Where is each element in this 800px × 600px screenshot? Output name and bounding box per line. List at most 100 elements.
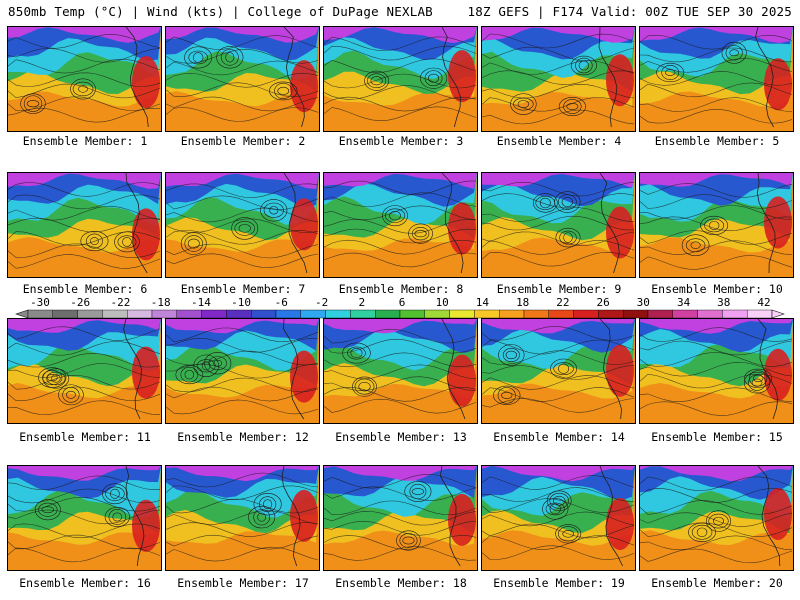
ensemble-panel — [481, 172, 636, 278]
ensemble-panel — [639, 318, 794, 424]
ensemble-member-label: Ensemble Member: 20 — [651, 576, 783, 590]
colorbar-tick-label: 18 — [516, 296, 530, 309]
temperature-map — [324, 173, 477, 277]
ensemble-panel — [7, 172, 162, 278]
colorbar-tick-label: -26 — [70, 296, 91, 309]
colorbar-cell — [697, 309, 723, 319]
ensemble-member-label: Ensemble Member: 12 — [177, 430, 309, 444]
ensemble-member-label: Ensemble Member: 1 — [22, 134, 148, 148]
temperature-map — [166, 173, 319, 277]
ensemble-panel — [481, 318, 636, 424]
ensemble-member-label: Ensemble Member: 4 — [496, 134, 622, 148]
ensemble-member-label: Ensemble Member: 11 — [19, 430, 151, 444]
ensemble-panel — [639, 465, 794, 571]
ensemble-panel — [165, 318, 320, 424]
colorbar-cell — [647, 309, 673, 319]
ensemble-panel — [639, 26, 794, 132]
temperature-map — [324, 27, 477, 131]
ensemble-member-label: Ensemble Member: 3 — [338, 134, 464, 148]
colorbar-tick-label: 30 — [636, 296, 650, 309]
colorbar-tick-label: -2 — [314, 296, 329, 309]
colorbar-cell — [350, 309, 376, 319]
colorbar-tick-label: -18 — [150, 296, 171, 309]
colorbar-cell — [300, 309, 326, 319]
ensemble-member-label: Ensemble Member: 9 — [496, 282, 622, 296]
temperature-map — [324, 466, 477, 570]
ensemble-member-label: Ensemble Member: 17 — [177, 576, 309, 590]
temperature-map — [8, 27, 161, 131]
ensemble-panel — [7, 465, 162, 571]
colorbar-tick-label: 42 — [757, 296, 771, 309]
colorbar-cell — [126, 309, 153, 319]
colorbar-cell — [102, 309, 128, 319]
colorbar-arrow-left — [15, 309, 29, 319]
temperature-map — [640, 466, 793, 570]
colorbar-cell — [52, 309, 78, 319]
temperature-map — [640, 173, 793, 277]
ensemble-member-label: Ensemble Member: 16 — [19, 576, 151, 590]
ensemble-panel — [323, 465, 478, 571]
temperature-map — [324, 319, 477, 423]
ensemble-panel — [639, 172, 794, 278]
colorbar-cell — [201, 309, 227, 319]
colorbar-tick-label: 38 — [717, 296, 731, 309]
colorbar-cell — [449, 309, 475, 319]
colorbar-cell — [151, 309, 177, 319]
ensemble-member-label: Ensemble Member: 19 — [493, 576, 625, 590]
ensemble-member-label: Ensemble Member: 18 — [335, 576, 467, 590]
ensemble-panel — [7, 318, 162, 424]
colorbar-cell — [226, 309, 252, 319]
temperature-map — [8, 466, 161, 570]
colorbar-cell — [250, 309, 277, 319]
ensemble-panel — [323, 318, 478, 424]
ensemble-panel — [165, 172, 320, 278]
temperature-map — [166, 466, 319, 570]
ensemble-member-label: Ensemble Member: 6 — [22, 282, 148, 296]
colorbar-cell — [375, 309, 401, 319]
colorbar-cell — [275, 309, 301, 319]
colorbar-tick-label: -14 — [190, 296, 211, 309]
colorbar-tick-label: -6 — [274, 296, 288, 309]
colorbar-cell — [573, 309, 599, 319]
colorbar-tick-label: 6 — [398, 296, 406, 309]
colorbar-tick-label: 34 — [676, 296, 691, 309]
colorbar-cell — [325, 309, 351, 319]
colorbar-cell — [499, 309, 525, 319]
colorbar-tick-label: 14 — [475, 296, 490, 309]
colorbar-cell — [722, 309, 748, 319]
temperature-map — [640, 319, 793, 423]
colorbar-tick-label: -30 — [30, 296, 50, 309]
colorbar-cell — [176, 309, 202, 319]
ensemble-panel — [165, 465, 320, 571]
ensemble-member-label: Ensemble Member: 8 — [338, 282, 464, 296]
ensemble-member-label: Ensemble Member: 10 — [651, 282, 783, 296]
colorbar-cell — [598, 309, 624, 319]
ensemble-panel — [481, 465, 636, 571]
model-run-info: 18Z GEFS | F174 Valid: 00Z TUE SEP 30 20… — [467, 4, 792, 19]
temperature-map — [640, 27, 793, 131]
map-title: 850mb Temp (°C) | Wind (kts) | College o… — [8, 4, 433, 19]
ensemble-panel — [7, 26, 162, 132]
temperature-map — [482, 27, 635, 131]
ensemble-member-label: Ensemble Member: 2 — [180, 134, 306, 148]
colorbar-cell — [548, 309, 574, 319]
temperature-map — [482, 466, 635, 570]
colorbar-cell — [623, 309, 649, 319]
ensemble-member-label: Ensemble Member: 13 — [335, 430, 467, 444]
colorbar-tick-label: 10 — [435, 296, 449, 309]
temperature-map — [166, 27, 319, 131]
temperature-map — [166, 319, 319, 423]
colorbar-cell — [399, 309, 425, 319]
colorbar-cell — [77, 309, 103, 319]
colorbar-cell — [672, 309, 698, 319]
ensemble-member-label: Ensemble Member: 5 — [654, 134, 780, 148]
colorbar-cell — [523, 309, 549, 319]
colorbar-cell — [747, 309, 773, 319]
temperature-map — [8, 173, 161, 277]
temperature-map — [8, 319, 161, 423]
ensemble-panel — [165, 26, 320, 132]
colorbar-tick-label: 2 — [358, 296, 366, 309]
colorbar-arrow-right — [771, 309, 785, 319]
colorbar-tick-label: -22 — [110, 296, 131, 309]
temperature-colorbar — [15, 309, 785, 319]
